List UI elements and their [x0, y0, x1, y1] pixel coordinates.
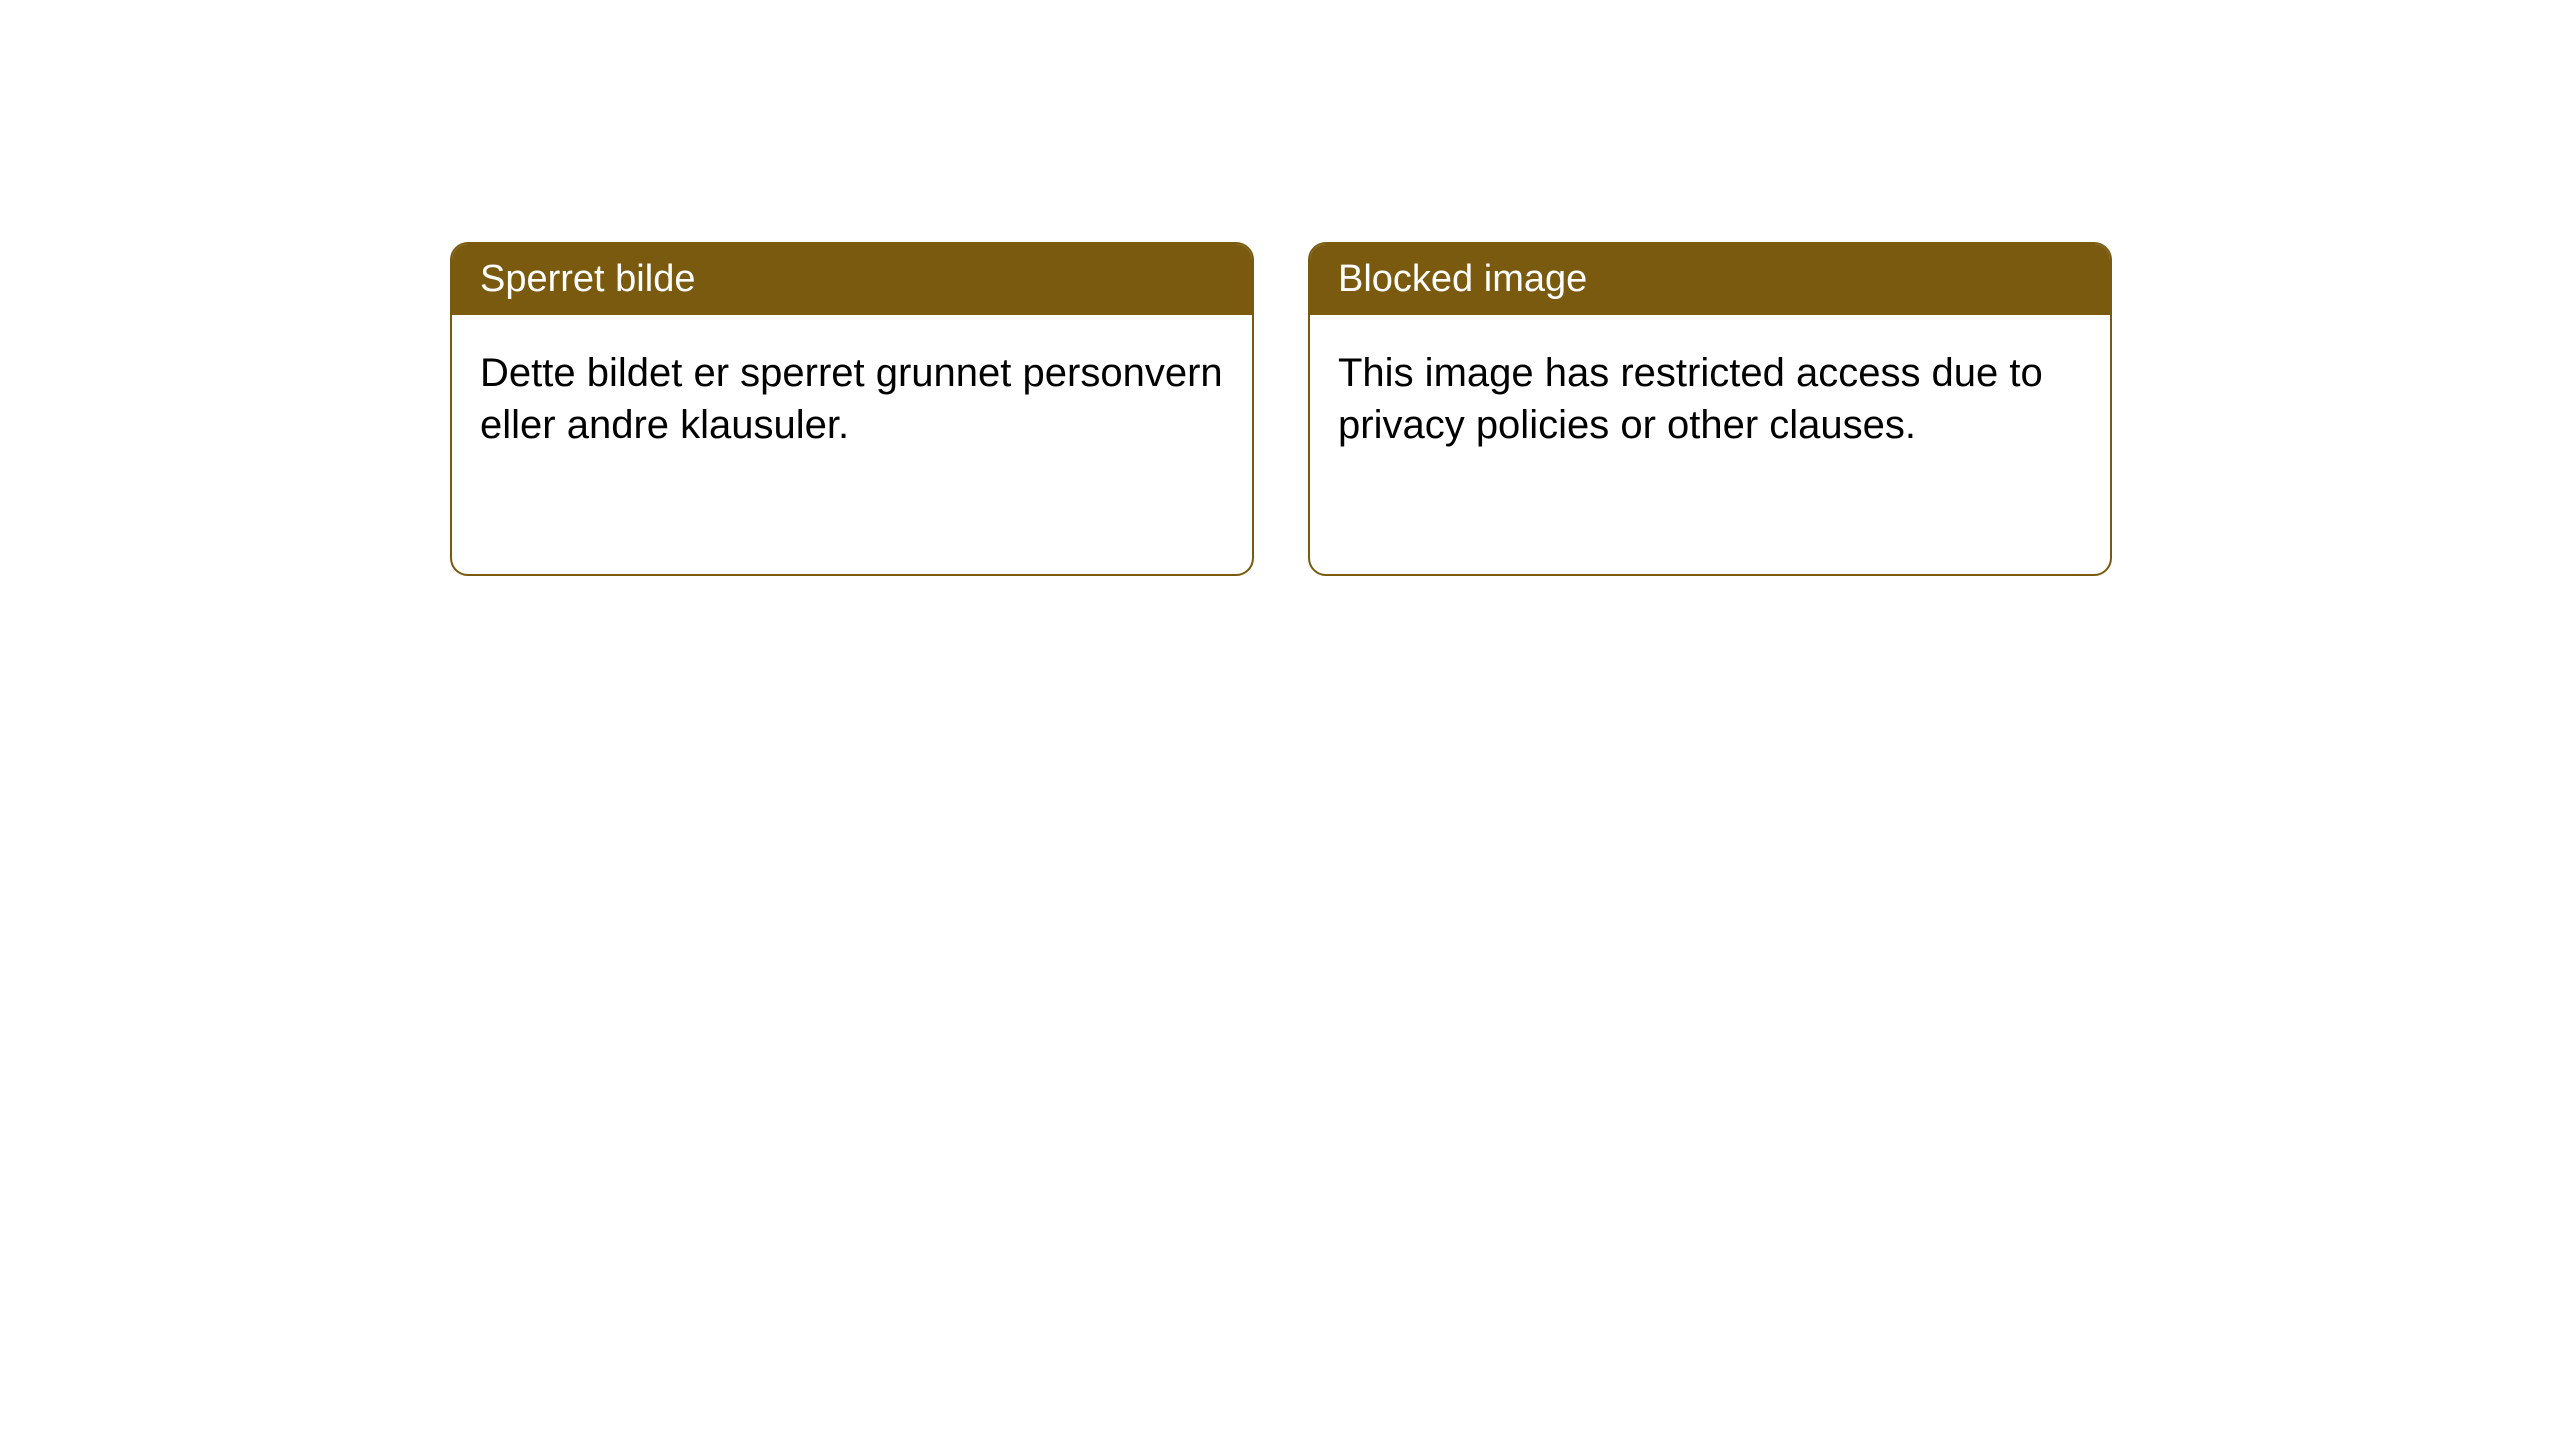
notice-body-text: This image has restricted access due to … — [1310, 315, 2110, 483]
notice-card-norwegian: Sperret bilde Dette bildet er sperret gr… — [450, 242, 1254, 576]
notice-body-text: Dette bildet er sperret grunnet personve… — [452, 315, 1252, 483]
notice-title: Sperret bilde — [452, 244, 1252, 315]
notice-container: Sperret bilde Dette bildet er sperret gr… — [0, 0, 2560, 576]
notice-card-english: Blocked image This image has restricted … — [1308, 242, 2112, 576]
notice-title: Blocked image — [1310, 244, 2110, 315]
